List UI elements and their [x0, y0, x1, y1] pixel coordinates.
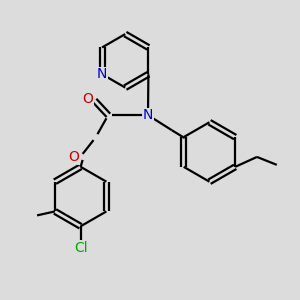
- Text: O: O: [68, 150, 79, 164]
- Text: O: O: [82, 92, 93, 106]
- Text: Cl: Cl: [74, 241, 88, 255]
- Text: N: N: [143, 108, 153, 122]
- Text: N: N: [97, 67, 107, 81]
